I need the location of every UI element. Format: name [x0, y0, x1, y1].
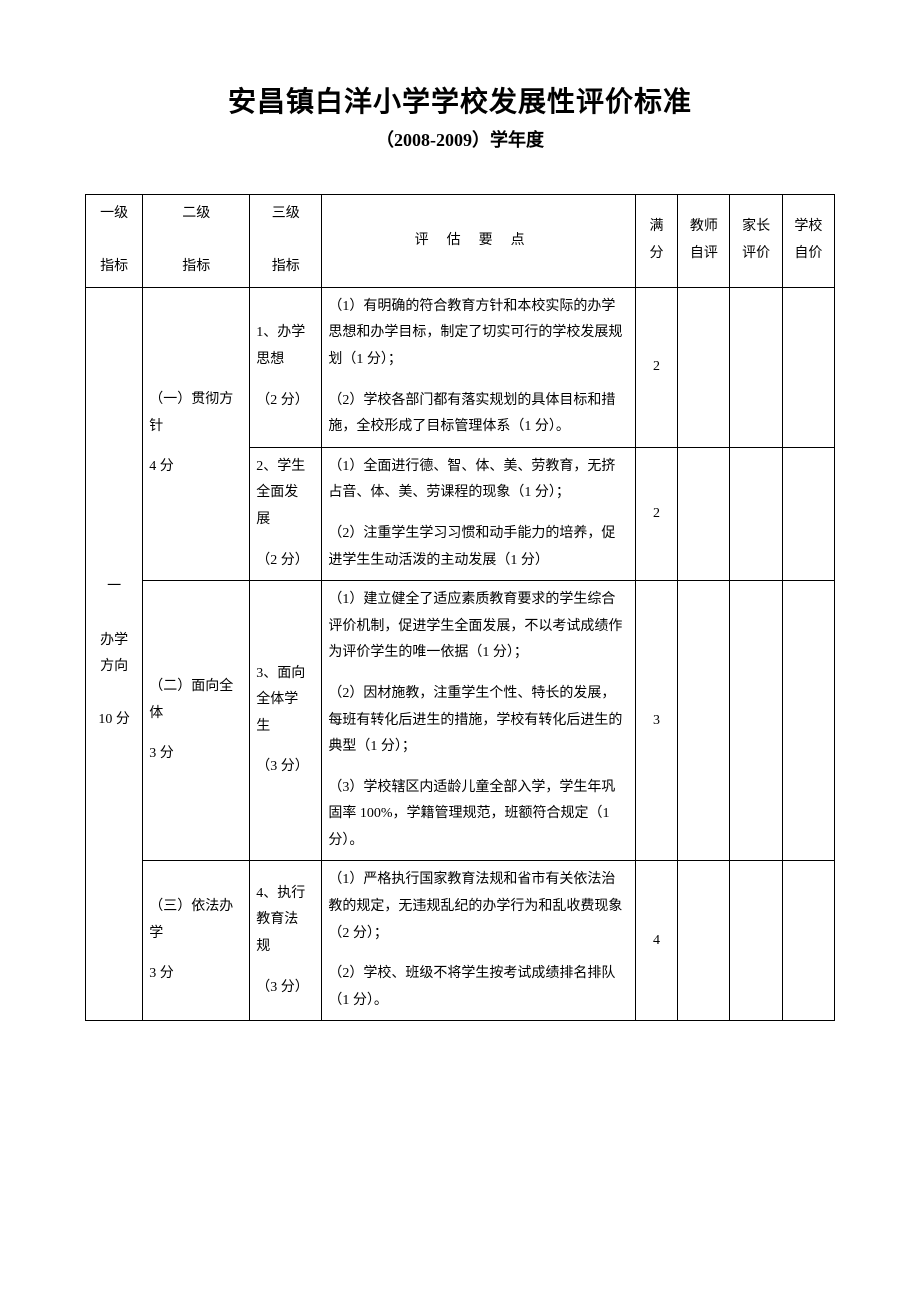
point-text: （3）学校辖区内适龄儿童全部入学，学生年巩固率 100%，学籍管理规范，班额符合…: [328, 775, 629, 855]
teacher-cell: [678, 581, 730, 861]
point-text: （1）全面进行德、智、体、美、劳教育，无挤占音、体、美、劳课程的现象（1 分）；: [328, 454, 629, 507]
point-text: （2）注重学生学习习惯和动手能力的培养，促进学生生动活泼的主动发展（1 分）: [328, 521, 629, 574]
teacher-cell: [678, 861, 730, 1021]
fullscore-cell: 4: [635, 861, 677, 1021]
level1-cell: 一办学方向10 分: [86, 287, 143, 1021]
points-cell: （1）严格执行国家教育法规和省市有关依法治教的规定，无违规乱纪的办学行为和乱收费…: [322, 861, 636, 1021]
header-level2: 二级指标: [143, 195, 250, 288]
table-row: （二）面向全体3 分 3、面向全体学生（3 分） （1）建立健全了适应素质教育要…: [86, 581, 835, 861]
header-level1: 一级指标: [86, 195, 143, 288]
fullscore-cell: 2: [635, 287, 677, 447]
level3-cell: 4、执行教育法规（3 分）: [250, 861, 322, 1021]
fullscore-cell: 3: [635, 581, 677, 861]
header-points: 评估要点: [322, 195, 636, 288]
parent-cell: [730, 581, 782, 861]
teacher-cell: [678, 447, 730, 580]
header-full: 满分: [635, 195, 677, 288]
point-text: （1）有明确的符合教育方针和本校实际的办学思想和办学目标，制定了切实可行的学校发…: [328, 294, 629, 374]
point-text: （2）学校、班级不将学生按考试成绩排名排队（1 分）。: [328, 961, 629, 1014]
point-text: （1）建立健全了适应素质教育要求的学生综合评价机制，促进学生全面发展，不以考试成…: [328, 587, 629, 667]
level3-cell: 1、办学思想（2 分）: [250, 287, 322, 447]
level2-cell: （一）贯彻方针4 分: [143, 287, 250, 580]
header-level3: 三级指标: [250, 195, 322, 288]
points-cell: （1）全面进行德、智、体、美、劳教育，无挤占音、体、美、劳课程的现象（1 分）；…: [322, 447, 636, 580]
level2-cell: （三）依法办学3 分: [143, 861, 250, 1021]
parent-cell: [730, 287, 782, 447]
page-subtitle: （2008-2009）学年度: [85, 126, 835, 152]
level3-cell: 2、学生全面发展（2 分）: [250, 447, 322, 580]
level3-cell: 3、面向全体学生（3 分）: [250, 581, 322, 861]
point-text: （1）严格执行国家教育法规和省市有关依法治教的规定，无违规乱纪的办学行为和乱收费…: [328, 867, 629, 947]
level2-cell: （二）面向全体3 分: [143, 581, 250, 861]
fullscore-cell: 2: [635, 447, 677, 580]
teacher-cell: [678, 287, 730, 447]
header-parent: 家长评价: [730, 195, 782, 288]
parent-cell: [730, 861, 782, 1021]
header-teacher: 教师自评: [678, 195, 730, 288]
table-row: （三）依法办学3 分 4、执行教育法规（3 分） （1）严格执行国家教育法规和省…: [86, 861, 835, 1021]
school-cell: [782, 581, 834, 861]
page-title: 安昌镇白洋小学学校发展性评价标准: [85, 80, 835, 120]
school-cell: [782, 287, 834, 447]
evaluation-table: 一级指标 二级指标 三级指标 评估要点 满分 教师自评 家长评价 学校自价 一办…: [85, 194, 835, 1021]
parent-cell: [730, 447, 782, 580]
points-cell: （1）建立健全了适应素质教育要求的学生综合评价机制，促进学生全面发展，不以考试成…: [322, 581, 636, 861]
point-text: （2）学校各部门都有落实规划的具体目标和措施，全校形成了目标管理体系（1 分）。: [328, 388, 629, 441]
school-cell: [782, 861, 834, 1021]
point-text: （2）因材施教，注重学生个性、特长的发展，每班有转化后进生的措施，学校有转化后进…: [328, 681, 629, 761]
points-cell: （1）有明确的符合教育方针和本校实际的办学思想和办学目标，制定了切实可行的学校发…: [322, 287, 636, 447]
school-cell: [782, 447, 834, 580]
header-school: 学校自价: [782, 195, 834, 288]
table-row: 一办学方向10 分 （一）贯彻方针4 分 1、办学思想（2 分） （1）有明确的…: [86, 287, 835, 447]
